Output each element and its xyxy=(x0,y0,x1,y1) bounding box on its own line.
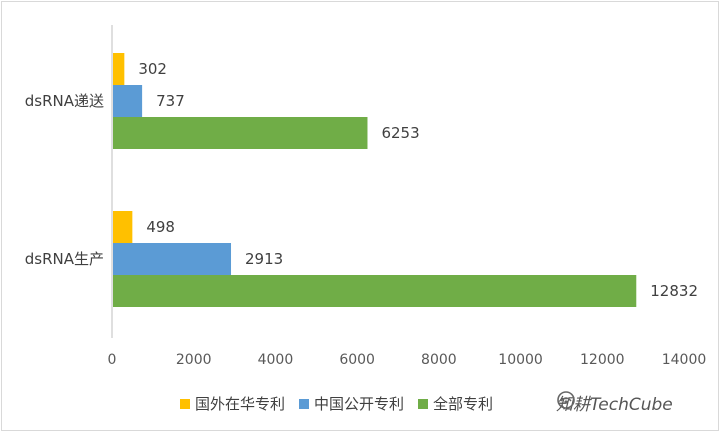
bar xyxy=(113,53,125,85)
bar xyxy=(113,117,368,149)
data-label: 6253 xyxy=(381,124,419,142)
data-label: 2913 xyxy=(245,250,283,268)
x-tick-label: 2000 xyxy=(176,352,212,368)
data-label: 12832 xyxy=(650,282,698,300)
legend-label: 国外在华专利 xyxy=(195,395,286,413)
category-label: dsRNA生产 xyxy=(25,250,104,268)
legend: 国外在华专利 中国公开专利 全部专利 xyxy=(180,393,493,414)
legend-item: 全部专利 xyxy=(418,393,493,414)
bar xyxy=(113,243,232,275)
data-label: 498 xyxy=(146,218,175,236)
data-label: 737 xyxy=(156,92,185,110)
legend-swatch xyxy=(180,398,190,409)
x-tick-label: 10000 xyxy=(498,352,543,368)
bar xyxy=(113,85,143,117)
legend-swatch xyxy=(299,398,310,409)
watermark-text: 知耕TechCube xyxy=(556,395,673,415)
legend-swatch xyxy=(418,398,429,409)
data-label: 302 xyxy=(138,60,167,78)
legend-label: 中国公开专利 xyxy=(314,395,405,413)
legend-label: 全部专利 xyxy=(433,395,494,413)
x-tick-label: 12000 xyxy=(580,352,625,368)
bar xyxy=(113,211,133,243)
wechat-official-account-icon xyxy=(557,391,575,409)
category-label: dsRNA递送 xyxy=(25,92,104,110)
legend-item: 中国公开专利 xyxy=(299,393,404,414)
x-tick-label: 14000 xyxy=(662,352,707,368)
watermark: 知耕TechCube xyxy=(556,390,673,415)
x-tick-label: 4000 xyxy=(258,352,294,368)
x-tick-label: 6000 xyxy=(339,352,375,368)
x-tick-label: 8000 xyxy=(421,352,457,368)
bar xyxy=(113,275,637,307)
x-tick-label: 0 xyxy=(108,352,117,368)
legend-item: 国外在华专利 xyxy=(180,393,285,414)
